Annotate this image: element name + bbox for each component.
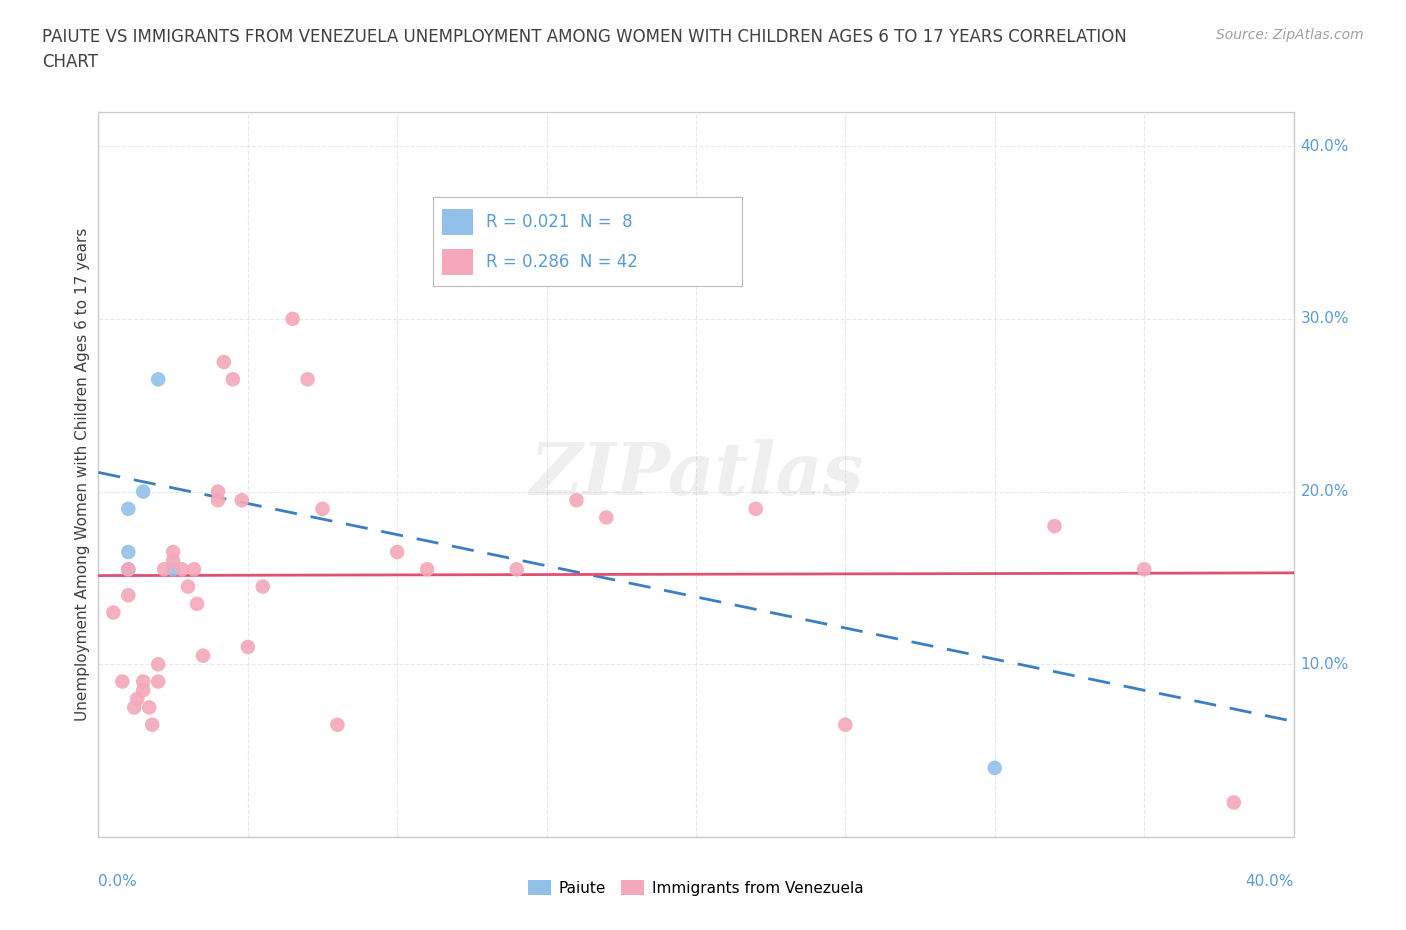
Point (252, 579, 274, 594)
Point (231, 493, 253, 508)
Text: 40.0%: 40.0% (1246, 874, 1294, 889)
Point (385, 545, 409, 560)
Point (177, 579, 200, 594)
Text: 0.0%: 0.0% (98, 874, 138, 889)
Point (446, 225, 468, 240)
Text: PAIUTE VS IMMIGRANTS FROM VENEZUELA UNEMPLOYMENT AMONG WOMEN WITH CHILDREN AGES : PAIUTE VS IMMIGRANTS FROM VENEZUELA UNEM… (42, 28, 1128, 71)
Point (162, 545, 184, 560)
Text: ZIPatlas: ZIPatlas (529, 439, 863, 510)
Point (127, 691, 149, 706)
Text: Source: ZipAtlas.com: Source: ZipAtlas.com (1216, 28, 1364, 42)
Text: 30.0%: 30.0% (1301, 312, 1348, 326)
Point (172, 562, 194, 577)
Point (117, 545, 139, 560)
Point (111, 674, 134, 689)
Point (207, 485, 229, 499)
Point (162, 553, 184, 568)
Point (745, 501, 768, 516)
Point (1043, 519, 1066, 534)
Point (148, 657, 170, 671)
Point (148, 674, 170, 689)
Point (834, 717, 856, 732)
Point (297, 372, 319, 387)
Point (138, 700, 160, 715)
Text: 40.0%: 40.0% (1301, 139, 1348, 153)
Point (186, 596, 208, 611)
Point (311, 501, 333, 516)
Point (132, 674, 155, 689)
Point (281, 312, 304, 326)
Point (124, 700, 146, 715)
Point (132, 485, 155, 499)
Point (117, 501, 139, 516)
Bar (443, 248, 474, 275)
Point (148, 372, 170, 387)
Text: 10.0%: 10.0% (1301, 657, 1348, 671)
Point (191, 648, 214, 663)
Point (1223, 795, 1246, 810)
Text: R = 0.286  N = 42: R = 0.286 N = 42 (485, 253, 637, 271)
Legend: Paiute, Immigrants from Venezuela: Paiute, Immigrants from Venezuela (522, 873, 870, 902)
Point (132, 683, 155, 698)
Point (222, 372, 245, 387)
Point (117, 588, 139, 603)
Point (506, 562, 529, 577)
Point (416, 562, 439, 577)
Point (446, 251, 468, 266)
Text: R = 0.021  N =  8: R = 0.021 N = 8 (485, 213, 633, 231)
Y-axis label: Unemployment Among Women with Children Ages 6 to 17 years: Unemployment Among Women with Children A… (75, 228, 90, 721)
Point (117, 562, 139, 577)
Point (153, 562, 176, 577)
Bar (443, 209, 474, 235)
Point (595, 510, 617, 525)
Point (236, 640, 259, 655)
Point (326, 717, 349, 732)
Point (103, 605, 125, 620)
Point (1133, 562, 1156, 577)
Text: 20.0%: 20.0% (1301, 485, 1348, 499)
Point (162, 562, 184, 577)
Point (207, 493, 229, 508)
Point (212, 354, 235, 369)
Point (141, 717, 163, 732)
Point (983, 761, 1005, 776)
Point (117, 562, 139, 577)
Point (565, 493, 588, 508)
Point (183, 562, 205, 577)
